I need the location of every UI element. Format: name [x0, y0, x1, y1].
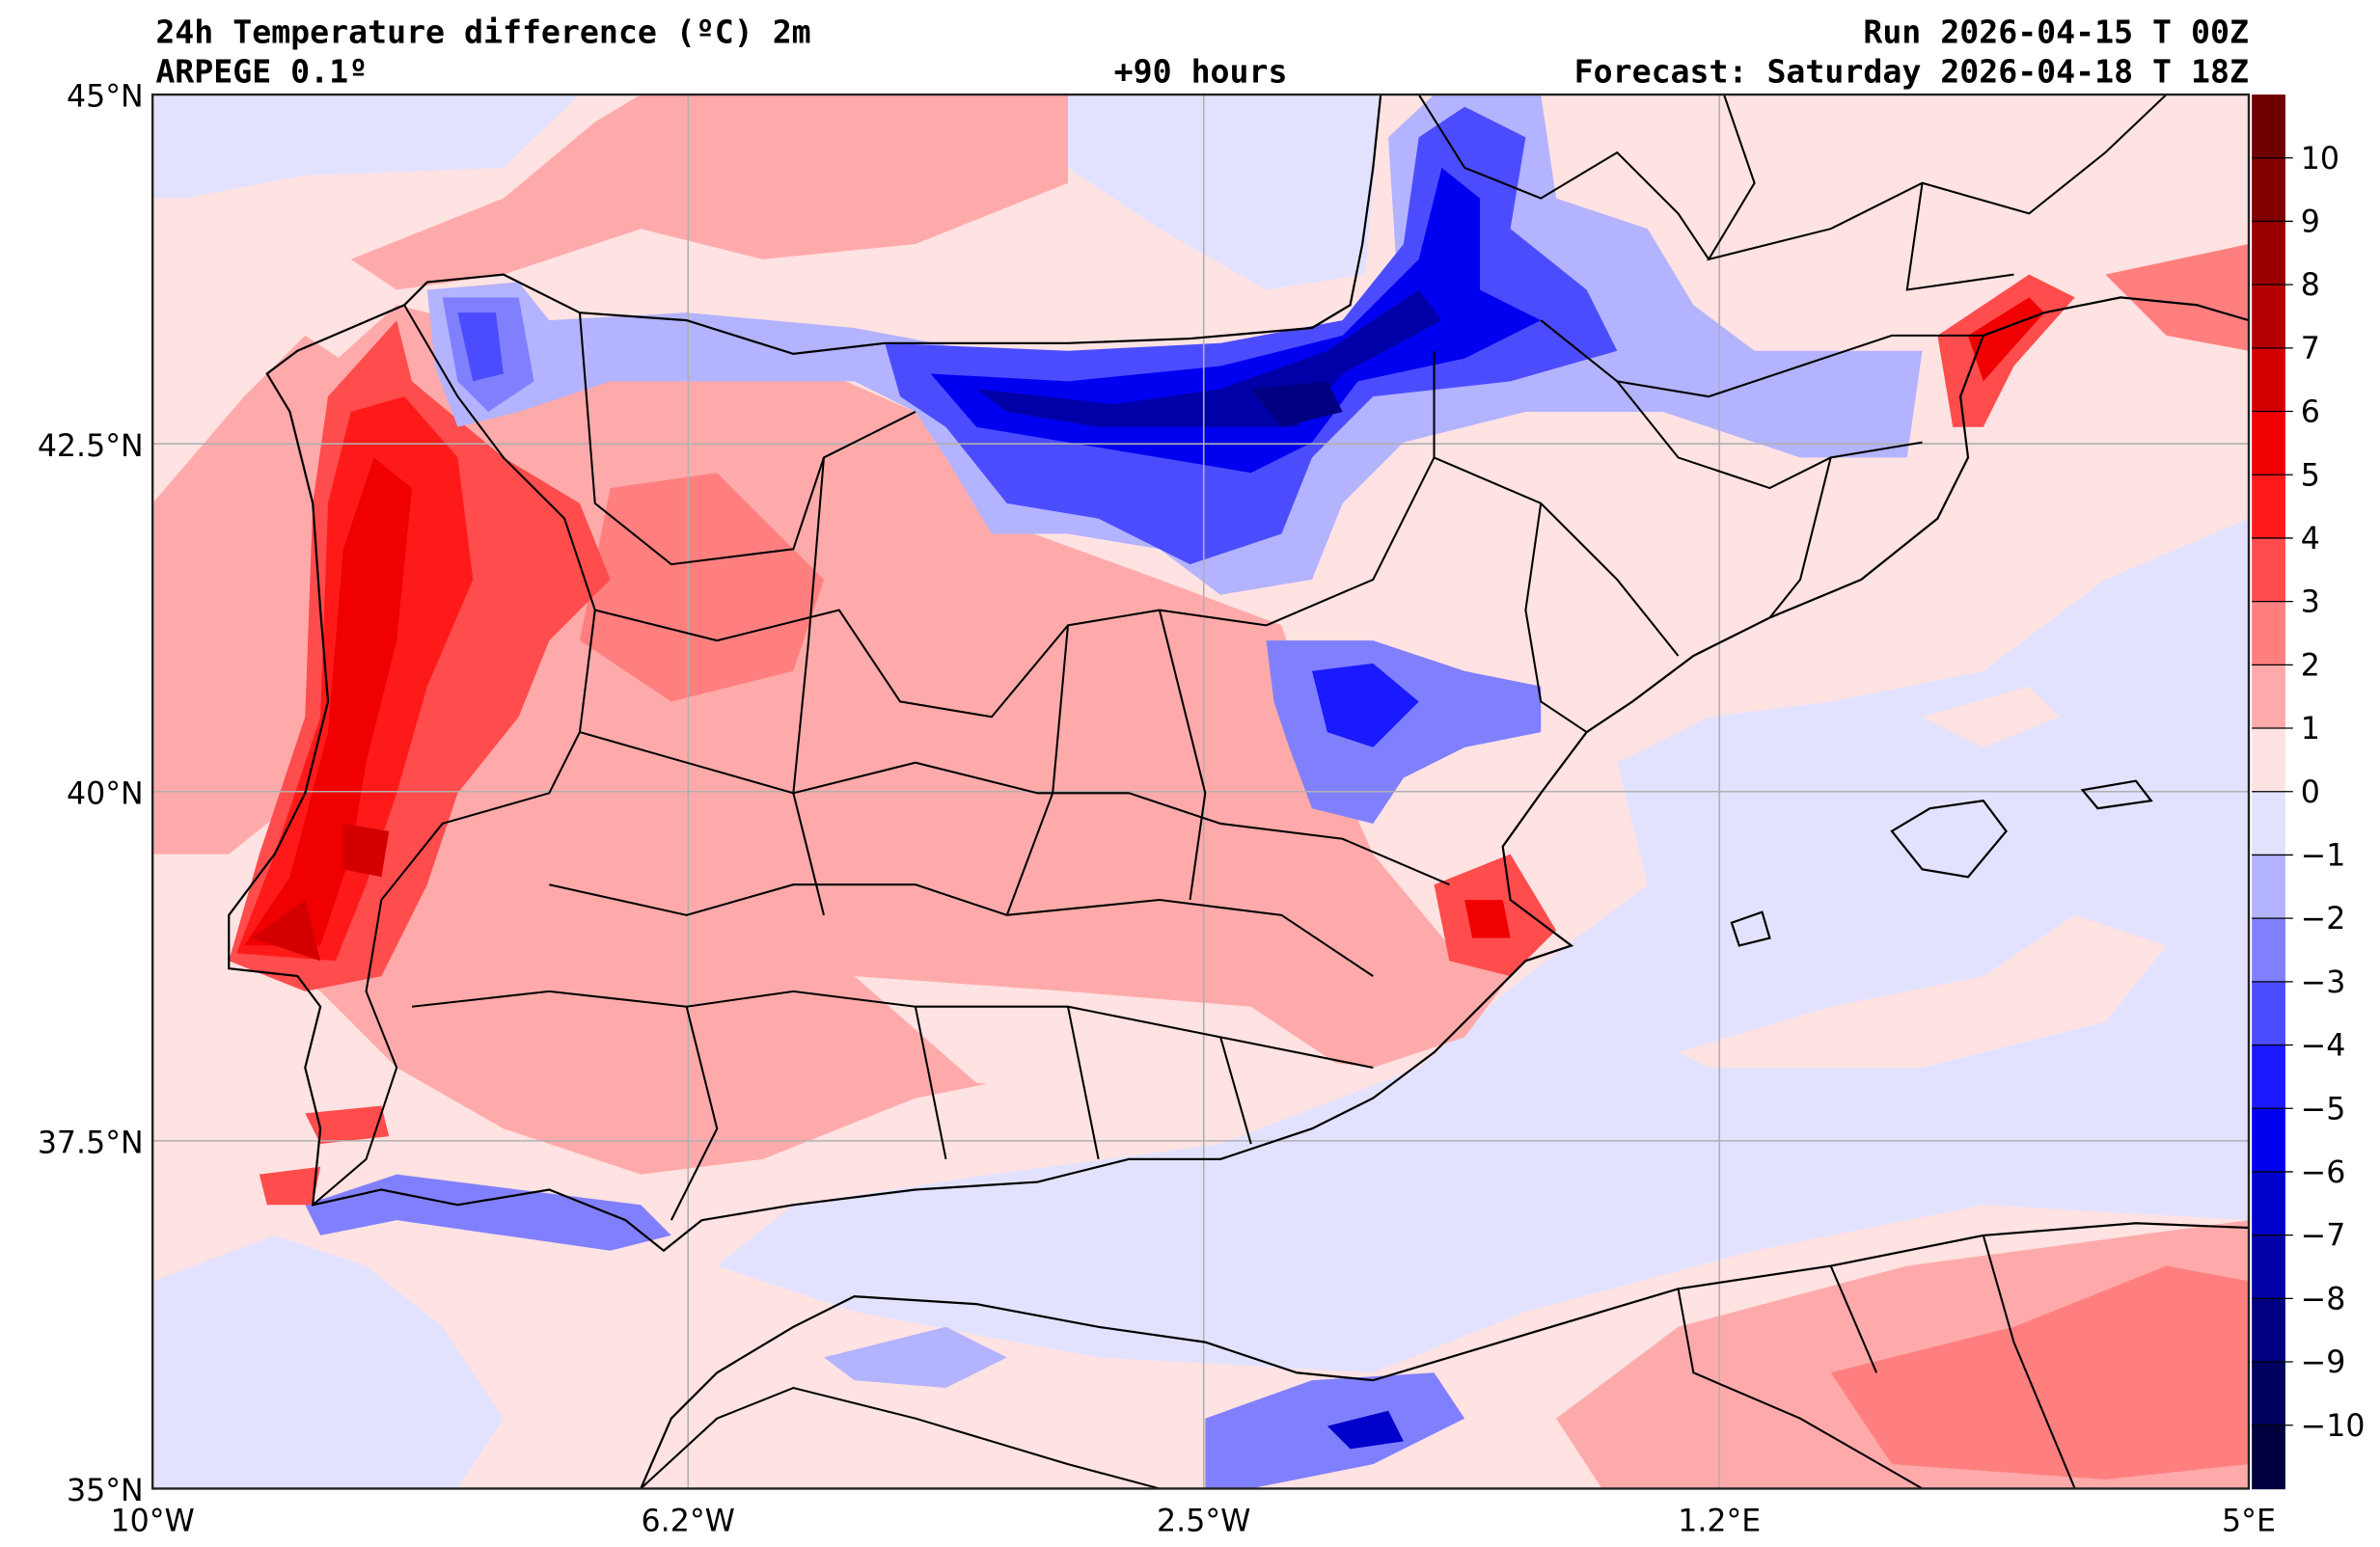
colorbar-segment: [2252, 1108, 2285, 1173]
colorbar-segment: [2252, 1045, 2285, 1110]
field-neg-pyrenees-5: [930, 167, 1542, 474]
field-pos-med-patch: [1678, 914, 2167, 1068]
colorbar-segment: [2252, 347, 2285, 413]
colorbar-tick-label: 9: [2301, 205, 2320, 240]
lat-label: 45°N: [67, 80, 144, 115]
field-neg-biscay: [1037, 95, 1381, 290]
graticule: [152, 95, 2249, 1489]
colorbar-tick-label: 7: [2301, 332, 2320, 366]
lon-label: 2.5°W: [1157, 1505, 1250, 1539]
colorbar-tick-label: 0: [2301, 775, 2320, 810]
colorbar-tick-label: −5: [2301, 1092, 2346, 1126]
lon-label: 6.2°W: [642, 1505, 735, 1539]
colorbar-tick-label: −6: [2301, 1155, 2346, 1190]
colorbar-segment: [2252, 1235, 2285, 1300]
field-pos-catalonia-core: [1968, 297, 2045, 382]
colorbar-tick-label: −10: [2301, 1409, 2366, 1444]
colorbar-segment: [2252, 918, 2285, 983]
lon-label: 5°E: [2222, 1505, 2276, 1539]
field-pos-valencia-core: [1464, 900, 1511, 938]
field-pos-castile: [579, 473, 824, 702]
colorbar-segment: [2252, 665, 2285, 729]
lon-label: 10°W: [111, 1505, 195, 1539]
field-neg-morocco-core: [1327, 1410, 1404, 1450]
forecast-label: Forecast: Saturday 2026-04-18 T 18Z: [1574, 52, 2249, 90]
lat-label: 37.5°N: [38, 1126, 144, 1161]
colorbar-segment: [2252, 411, 2285, 476]
field-neg-iberian-core: [1312, 663, 1419, 747]
field-pos-biscay: [350, 95, 1068, 290]
colorbar-tick-label: −2: [2301, 902, 2346, 936]
colorbar-tick-label: −7: [2301, 1219, 2346, 1254]
colorbar-tick-label: 4: [2301, 522, 2320, 556]
lat-label: 40°N: [67, 776, 144, 811]
field-neg-atlantic-n: [152, 95, 580, 199]
longitude-labels: 10°W 6.2°W 2.5°W 1.2°E 5°E: [111, 1505, 2276, 1539]
colorbar-segment: [2252, 475, 2285, 539]
colorbar-segment: [2252, 285, 2285, 349]
colorbar-segment: [2252, 728, 2285, 793]
field-neg-alboran: [823, 1326, 1007, 1389]
field-pos-algarve: [259, 1105, 390, 1206]
colorbar-segment: [2252, 221, 2285, 285]
colorbar-tick-label: 2: [2301, 648, 2320, 683]
field-pos-portugal-5: [244, 457, 412, 946]
field-neg-mediterranean: [717, 518, 2249, 1373]
map-area: [152, 95, 2249, 1489]
field-pos-provence: [2105, 244, 2249, 351]
model-label: ARPEGE 0.1º: [155, 52, 368, 90]
coastline-ibiza: [1730, 910, 1771, 947]
lat-label: 35°N: [67, 1474, 144, 1508]
run-label: Run 2026-04-15 T 00Z: [1863, 13, 2249, 50]
colorbar-segment: [2252, 981, 2285, 1046]
colorbar-segment: [2252, 95, 2285, 159]
colorbar-tick-label: −3: [2301, 965, 2346, 1000]
chart-title: 24h Temperature difference (ºC) 2m: [155, 13, 810, 50]
colorbar-segment: [2252, 1298, 2285, 1363]
latitude-labels: 45°N 42.5°N 40°N 37.5°N 35°N: [38, 80, 144, 1508]
colorbar-tick-label: 6: [2301, 395, 2320, 430]
colorbar-segment: [2252, 537, 2285, 603]
coastline-north-africa: [640, 1222, 2249, 1489]
field-neg-cantabrian: [426, 95, 1923, 595]
coastline-mallorca: [1890, 800, 2008, 879]
colorbar-segment: [2252, 1425, 2285, 1490]
lead-time-label: +90 hours: [1114, 52, 1288, 90]
field-pos-algeria-core: [1830, 1265, 2249, 1479]
colorbar-tick-label: −4: [2301, 1029, 2346, 1064]
field-pos-portugal-6: [251, 823, 390, 962]
colorbar-segment: [2252, 601, 2285, 666]
colorbar-tick-label: 1: [2301, 712, 2320, 746]
colorbar-segment: [2252, 157, 2285, 223]
field-pos-med-patch2: [1922, 686, 2060, 747]
colorbar-segment: [2252, 791, 2285, 856]
colorbar-tick-label: 3: [2301, 585, 2320, 620]
colorbar-tick-label: 5: [2301, 458, 2320, 493]
colorbar-tick-label: −8: [2301, 1282, 2346, 1316]
admin-borders: [312, 95, 2168, 1489]
colorbar-tick-label: −9: [2301, 1345, 2346, 1380]
lat-label: 42.5°N: [38, 429, 144, 464]
colorbar-segment: [2252, 855, 2285, 919]
coastline-menorca: [2080, 779, 2153, 810]
map-frame: [150, 93, 2251, 1490]
colorbar-segment: [2252, 1171, 2285, 1236]
colorbar-tick-label: 8: [2301, 268, 2320, 303]
colorbar-segment: [2252, 1362, 2285, 1426]
colorbar-tick-label: −1: [2301, 839, 2346, 874]
colorbar-tick-label: 10: [2301, 142, 2339, 176]
field-neg-sw: [152, 1235, 504, 1489]
lon-label: 1.2°E: [1678, 1505, 1761, 1539]
field-neg-pyrenees-8: [1250, 381, 1343, 427]
coastline-iberia: [228, 95, 2249, 1253]
